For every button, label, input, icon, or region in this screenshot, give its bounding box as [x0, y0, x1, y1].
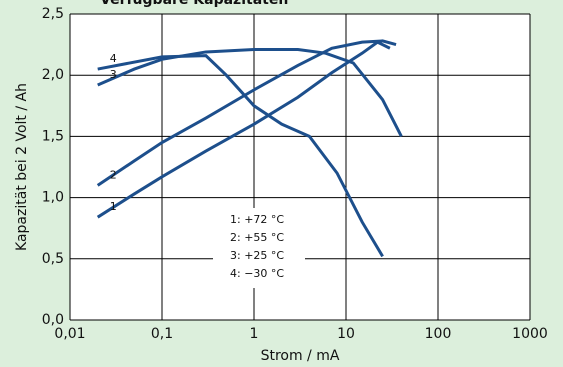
legend-entry: 4: −30 °C — [230, 267, 284, 280]
data-line — [96, 40, 391, 219]
y-tick-label: 2,5 — [42, 6, 64, 22]
x-tick-label: 0,1 — [151, 326, 173, 342]
line-label: 1 — [110, 200, 117, 213]
x-tick-label: 100 — [425, 326, 452, 342]
x-tick-label: 1000 — [512, 326, 548, 342]
line-label: 3 — [110, 68, 117, 81]
line-label: 4 — [110, 52, 117, 65]
line-label: 2 — [110, 168, 117, 181]
chart-title: Verfügbare Kapazitäten — [100, 0, 288, 8]
data-line — [97, 47, 403, 138]
y-tick-label: 0,5 — [42, 251, 64, 267]
legend-entry: 3: +25 °C — [230, 249, 284, 262]
x-axis-label: Strom / mA — [261, 348, 340, 364]
y-axis-label: Kapazität bei 2 Volt / Ah — [14, 83, 30, 251]
y-tick-label: 1,0 — [42, 190, 64, 206]
x-tick-label: 10 — [337, 326, 355, 342]
y-tick-label: 1,5 — [42, 128, 64, 144]
legend-box — [213, 208, 305, 288]
legend-entry: 1: +72 °C — [230, 213, 284, 226]
data-line — [96, 39, 397, 187]
x-tick-label: 0,01 — [54, 326, 85, 342]
y-tick-label: 2,0 — [42, 67, 64, 83]
data-line — [97, 54, 384, 258]
y-tick-label: 0,0 — [42, 312, 64, 328]
legend-entry: 2: +55 °C — [230, 231, 284, 244]
x-tick-label: 1 — [250, 326, 259, 342]
